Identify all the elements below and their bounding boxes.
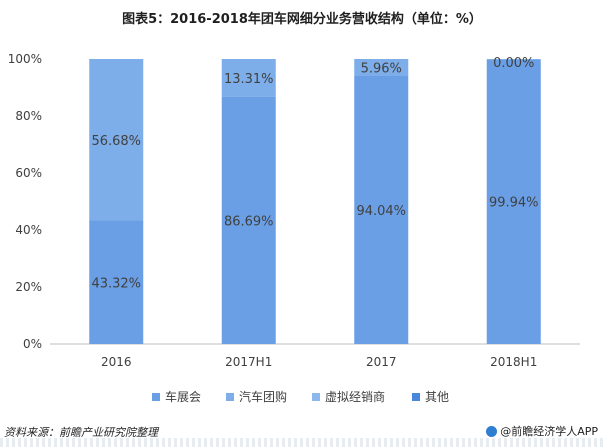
data-label: 0.00% (493, 56, 534, 71)
data-label: 43.32% (91, 276, 141, 291)
legend-swatch (226, 393, 234, 401)
footer-divider (0, 438, 604, 447)
x-tick-label: 2017 (366, 355, 397, 369)
data-label: 13.31% (224, 72, 274, 87)
legend-label: 虚拟经销商 (325, 389, 385, 404)
data-label: 99.94% (489, 196, 539, 211)
x-tick-label: 2018H1 (490, 355, 537, 369)
y-tick-label: 0% (23, 337, 42, 351)
x-tick-label: 2017H1 (225, 355, 272, 369)
bar-segment (221, 59, 276, 97)
y-tick-label: 80% (15, 109, 42, 123)
legend-swatch (312, 393, 320, 401)
data-label: 5.96% (361, 61, 402, 76)
bar-segment (89, 220, 144, 344)
brand-logo-icon (486, 425, 498, 437)
data-label: 86.69% (224, 214, 274, 229)
data-label: 56.68% (91, 134, 141, 149)
bar-segment (221, 96, 276, 344)
legend-swatch (412, 393, 420, 401)
data-label: 94.04% (356, 204, 406, 219)
chart-title: 图表5：2016-2018年团车网细分业务营收结构（单位：%） (122, 12, 482, 27)
legend-swatch (152, 393, 160, 401)
bar-segment (354, 59, 409, 76)
y-tick-label: 60% (15, 166, 42, 180)
brand-text: @前瞻经济学人APP (500, 425, 598, 438)
legend-label: 其他 (425, 390, 449, 404)
x-tick-label: 2016 (101, 355, 132, 369)
y-tick-label: 100% (8, 52, 42, 66)
legend-label: 汽车团购 (239, 389, 287, 404)
y-tick-label: 20% (15, 280, 42, 294)
legend-label: 车展会 (165, 389, 201, 404)
bar-segment (354, 75, 409, 345)
source-note: 资料来源：前瞻产业研究院整理 (4, 426, 158, 439)
bar-segment (89, 59, 144, 221)
brand-credit: @前瞻经济学人APP (486, 423, 598, 439)
bar-segment (486, 59, 541, 345)
y-tick-label: 40% (15, 223, 42, 237)
